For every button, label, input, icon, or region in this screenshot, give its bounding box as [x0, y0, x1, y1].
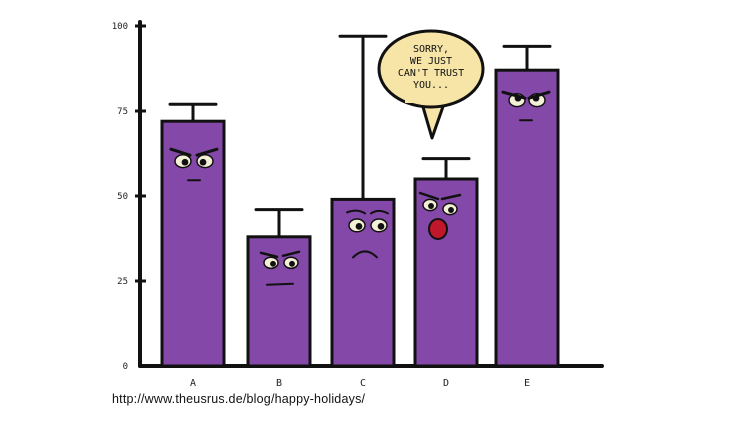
bar-E: [494, 68, 560, 368]
bar-B: [246, 235, 312, 368]
speech-bubble-joint: [405, 94, 449, 103]
annotation-text-line: WE JUST: [410, 56, 452, 67]
y-tick-label: 75: [117, 107, 128, 117]
bar-face-A: [169, 147, 219, 182]
y-tick-label: 25: [117, 277, 128, 287]
annotation-text-line: CAN'T TRUST: [398, 68, 464, 79]
annotation-text-line: SORRY,: [413, 44, 449, 55]
x-tick-label: E: [524, 378, 530, 389]
bar-face-D: [418, 191, 462, 240]
bar-A: [160, 119, 226, 368]
y-tick-label: 0: [123, 362, 128, 372]
x-tick-label: D: [443, 378, 449, 389]
x-tick-label: C: [360, 378, 366, 389]
bar-face-C: [346, 209, 389, 259]
speech-bubble: [377, 29, 485, 109]
y-tick-label: 50: [117, 192, 128, 202]
x-tick-label: B: [276, 378, 282, 389]
bar-face-E: [501, 90, 551, 122]
annotation-text-line: YOU...: [413, 80, 449, 91]
bar-face-B: [259, 250, 301, 286]
x-tick-label: A: [190, 378, 196, 389]
y-tick-label: 100: [112, 22, 128, 32]
source-link[interactable]: http://www.theusrus.de/blog/happy-holida…: [112, 392, 366, 406]
